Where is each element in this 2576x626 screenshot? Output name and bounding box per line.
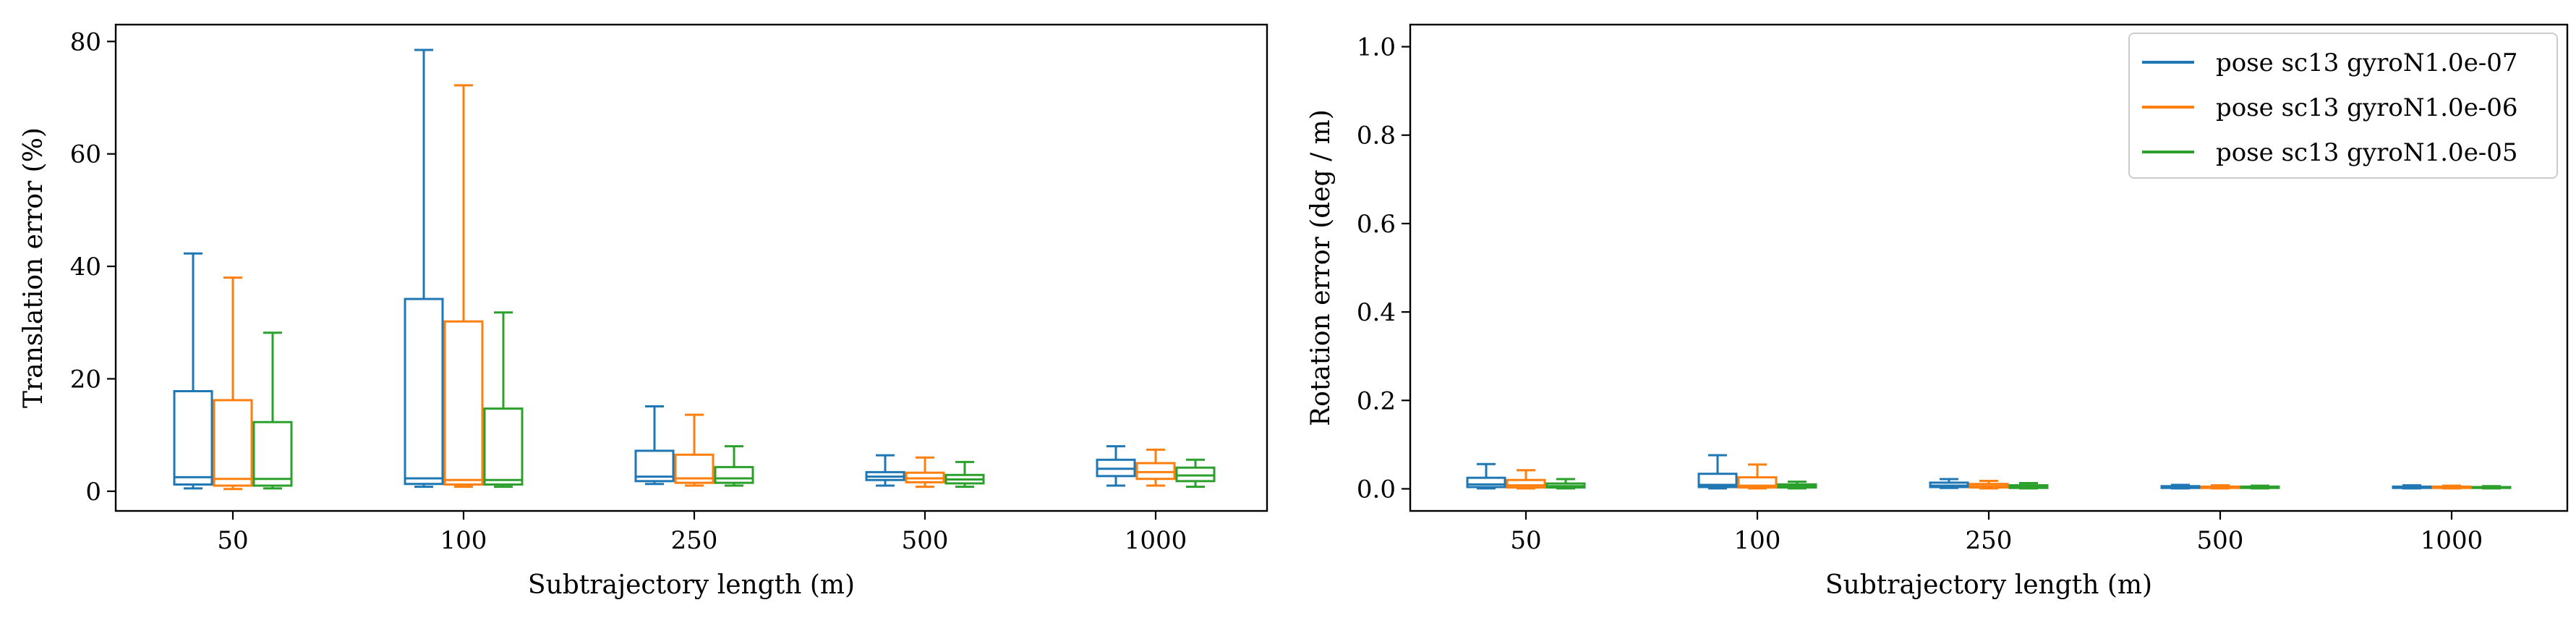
rotation-box-s2-1000 (2431, 484, 2472, 490)
translation-x-axis-label: Subtrajectory length (m) (528, 570, 855, 600)
rotation-y-tick-label: 1.0 (1357, 33, 1396, 62)
box-body (1737, 476, 1778, 489)
translation-x-tick-label: 100 (440, 526, 487, 555)
translation-x-tick-label: 50 (217, 526, 248, 555)
box-body (1697, 473, 1738, 488)
rotation-box-s1-100 (1697, 454, 1738, 490)
rotation-box-s3-1000 (2471, 485, 2512, 490)
box-body (634, 449, 675, 483)
rotation-box-s3-250 (2008, 482, 2049, 490)
rotation-box-s2-500 (2200, 484, 2240, 490)
rotation-x-tick-label: 50 (1510, 526, 1541, 555)
rotation-x-tick-label: 500 (2197, 526, 2244, 555)
rotation-y-tick-label: 0.2 (1357, 386, 1396, 415)
box-body (252, 420, 293, 487)
translation-error-chart: 0 20 40 60 80 50 100 250 500 1000 Subtrajectory … (19, 23, 1268, 600)
translation-y-tick-label: 80 (70, 28, 101, 56)
translation-box-s2-100 (443, 84, 484, 488)
translation-box-s3-500 (944, 460, 985, 488)
rotation-box-s1-500 (2160, 483, 2201, 490)
box-body (483, 407, 524, 486)
translation-box-s1-1000 (1096, 445, 1136, 487)
translation-box-s1-500 (865, 454, 905, 487)
rotation-y-tick-label: 0.6 (1357, 210, 1396, 239)
translation-box-s2-1000 (1135, 448, 1176, 487)
translation-box-s1-100 (404, 48, 444, 488)
translation-x-axis: 50 100 250 500 1000 (217, 511, 1187, 555)
box-body (1135, 462, 1176, 481)
box-body (1466, 476, 1506, 488)
translation-plot-frame (114, 23, 1268, 512)
rotation-box-s2-50 (1506, 469, 1546, 490)
translation-box-s2-250 (674, 413, 715, 487)
box-body (404, 297, 444, 486)
box-body (674, 453, 715, 484)
rotation-box-s1-250 (1929, 478, 1969, 489)
rotation-error-chart: 0.0 0.2 0.4 0.6 0.8 1.0 50 100 250 500 1000 Subtr… (1306, 23, 2569, 600)
box-body (1175, 466, 1216, 483)
rotation-y-axis-label: Rotation error (deg / m) (1306, 109, 1336, 426)
box-body (1506, 478, 1546, 489)
rotation-y-axis: 0.0 0.2 0.4 0.6 0.8 1.0 (1357, 33, 1410, 504)
legend: pose sc13 gyroN1.0e-07 pose sc13 gyroN1.… (2128, 33, 2558, 179)
rotation-x-axis: 50 100 250 500 1000 (1510, 511, 2483, 555)
rotation-box-s3-100 (1777, 481, 1817, 490)
translation-box-s3-250 (714, 445, 754, 487)
translation-x-tick-label: 250 (671, 526, 718, 555)
rotation-x-tick-label: 250 (1966, 526, 2013, 555)
translation-y-tick-label: 60 (70, 140, 101, 169)
translation-x-tick-label: 1000 (1125, 526, 1187, 555)
box-body (213, 399, 253, 487)
rotation-y-tick-label: 0.8 (1357, 122, 1396, 151)
box-body (443, 320, 484, 486)
translation-box-s1-250 (634, 405, 675, 486)
rotation-box-s1-1000 (2392, 484, 2432, 490)
legend-label-series-1: pose sc13 gyroN1.0e-07 (2216, 48, 2518, 77)
translation-box-s2-50 (213, 276, 253, 491)
rotation-box-s2-250 (1969, 479, 2009, 490)
rotation-box-s1-50 (1466, 462, 1506, 490)
rotation-y-tick-label: 0.4 (1357, 298, 1396, 327)
legend-frame (2128, 33, 2558, 179)
rotation-x-axis-label: Subtrajectory length (m) (1825, 570, 2152, 600)
translation-y-tick-label: 0 (85, 478, 101, 507)
rotation-x-tick-label: 1000 (2421, 526, 2483, 555)
legend-label-series-3: pose sc13 gyroN1.0e-05 (2216, 138, 2518, 167)
translation-y-axis-label: Translation error (%) (19, 127, 48, 408)
rotation-box-s2-100 (1737, 463, 1778, 490)
translation-box-s1-50 (173, 252, 213, 490)
translation-box-s3-100 (483, 311, 524, 488)
translation-boxplots (173, 48, 1216, 491)
rotation-x-tick-label: 100 (1734, 526, 1781, 555)
rotation-y-tick-label: 0.0 (1357, 475, 1396, 504)
translation-y-tick-label: 20 (70, 365, 101, 394)
translation-box-s2-500 (905, 456, 945, 488)
box-body (173, 390, 213, 486)
translation-y-tick-label: 40 (70, 253, 101, 282)
rotation-box-s3-500 (2240, 484, 2280, 490)
box-body (714, 465, 754, 484)
translation-box-s3-1000 (1175, 458, 1216, 488)
translation-y-axis: 0 20 40 60 80 (70, 28, 116, 507)
translation-box-s3-50 (252, 331, 293, 490)
rotation-boxplots (1466, 454, 2512, 490)
rotation-box-s3-50 (1545, 478, 1586, 490)
translation-x-tick-label: 500 (902, 526, 949, 555)
legend-label-series-2: pose sc13 gyroN1.0e-06 (2216, 93, 2518, 122)
